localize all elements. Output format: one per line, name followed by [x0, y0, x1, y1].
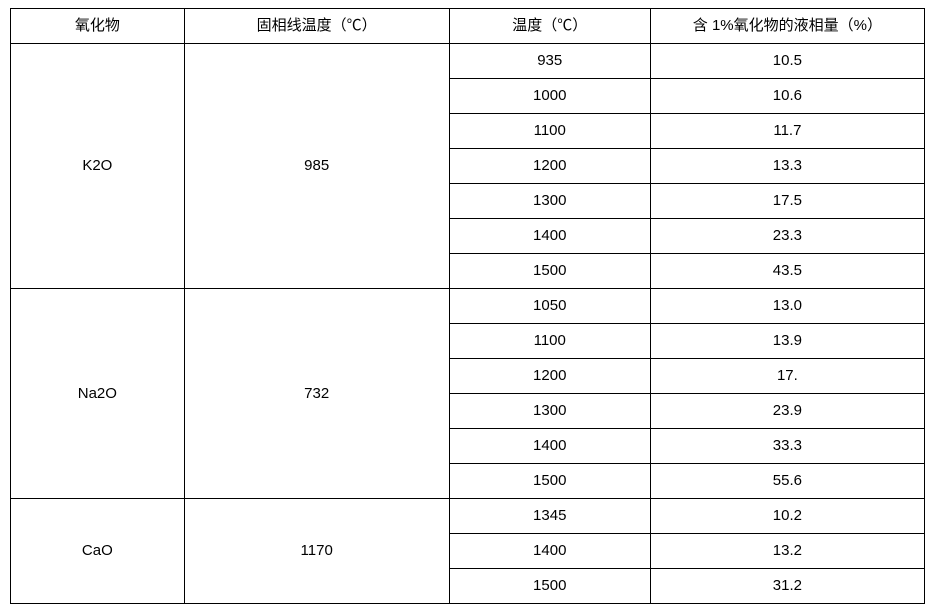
cell-temp: 1300 [449, 184, 650, 219]
cell-liquid: 17.5 [650, 184, 924, 219]
cell-liquid: 17. [650, 359, 924, 394]
cell-solidus: 732 [184, 289, 449, 499]
cell-temp: 1100 [449, 114, 650, 149]
cell-liquid: 10.2 [650, 499, 924, 534]
cell-oxide: Na2O [11, 289, 185, 499]
cell-temp: 935 [449, 44, 650, 79]
cell-liquid: 43.5 [650, 254, 924, 289]
table-row: K2O 985 935 10.5 [11, 44, 925, 79]
cell-solidus: 985 [184, 44, 449, 289]
page-wrapper: 氧化物 固相线温度（℃） 温度（℃） 含 1%氧化物的液相量（%） K2O 98… [0, 0, 935, 595]
cell-oxide: K2O [11, 44, 185, 289]
cell-oxide: CaO [11, 499, 185, 604]
cell-liquid: 10.6 [650, 79, 924, 114]
cell-solidus: 1170 [184, 499, 449, 604]
cell-temp: 1500 [449, 569, 650, 604]
oxide-table: 氧化物 固相线温度（℃） 温度（℃） 含 1%氧化物的液相量（%） K2O 98… [10, 8, 925, 604]
cell-liquid: 31.2 [650, 569, 924, 604]
cell-liquid: 10.5 [650, 44, 924, 79]
cell-liquid: 33.3 [650, 429, 924, 464]
table-header-row: 氧化物 固相线温度（℃） 温度（℃） 含 1%氧化物的液相量（%） [11, 9, 925, 44]
cell-temp: 1500 [449, 464, 650, 499]
col-header-liquid: 含 1%氧化物的液相量（%） [650, 9, 924, 44]
cell-temp: 1000 [449, 79, 650, 114]
cell-temp: 1500 [449, 254, 650, 289]
col-header-solidus: 固相线温度（℃） [184, 9, 449, 44]
cell-liquid: 23.3 [650, 219, 924, 254]
cell-liquid: 23.9 [650, 394, 924, 429]
cell-temp: 1400 [449, 219, 650, 254]
cell-temp: 1200 [449, 149, 650, 184]
col-header-oxide: 氧化物 [11, 9, 185, 44]
table-row: CaO 1170 1345 10.2 [11, 499, 925, 534]
cell-temp: 1345 [449, 499, 650, 534]
cell-liquid: 13.3 [650, 149, 924, 184]
cell-liquid: 13.9 [650, 324, 924, 359]
cell-temp: 1300 [449, 394, 650, 429]
cell-temp: 1400 [449, 429, 650, 464]
col-header-temp: 温度（℃） [449, 9, 650, 44]
cell-temp: 1200 [449, 359, 650, 394]
cell-liquid: 13.0 [650, 289, 924, 324]
cell-temp: 1050 [449, 289, 650, 324]
cell-liquid: 11.7 [650, 114, 924, 149]
cell-liquid: 55.6 [650, 464, 924, 499]
cell-temp: 1100 [449, 324, 650, 359]
table-row: Na2O 732 1050 13.0 [11, 289, 925, 324]
cell-temp: 1400 [449, 534, 650, 569]
cell-liquid: 13.2 [650, 534, 924, 569]
